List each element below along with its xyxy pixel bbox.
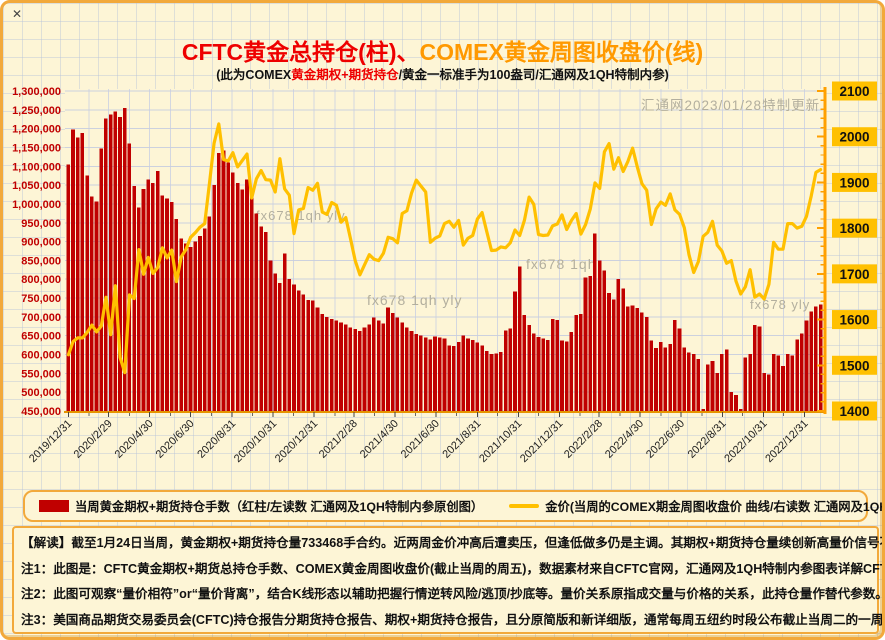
- notes-panel: 【解读】截至1月24日当周，黄金期权+期货持仓量733468手合约。近两周金价冲…: [12, 526, 885, 634]
- svg-text:2020/12/31: 2020/12/31: [273, 418, 320, 465]
- svg-text:fx678 1qh: fx678 1qh: [526, 256, 597, 272]
- svg-text:1800: 1800: [839, 221, 869, 236]
- subtitle-highlight: 黄金期权+期货持仓: [291, 68, 399, 82]
- svg-text:1400: 1400: [839, 404, 869, 419]
- svg-text:2022/10/31: 2022/10/31: [722, 418, 769, 465]
- svg-text:2021/4/30: 2021/4/30: [358, 418, 401, 461]
- close-icon[interactable]: ✕: [12, 7, 23, 21]
- svg-text:650,000: 650,000: [21, 331, 61, 343]
- svg-text:2020/4/30: 2020/4/30: [113, 418, 156, 461]
- svg-text:1500: 1500: [839, 358, 869, 373]
- svg-text:800,000: 800,000: [21, 274, 61, 286]
- svg-text:1,050,000: 1,050,000: [12, 180, 61, 192]
- svg-text:汇通网2023/01/28特制更新: 汇通网2023/01/28特制更新: [641, 98, 820, 113]
- svg-text:2021/12/31: 2021/12/31: [518, 418, 565, 465]
- svg-text:2021/6/30: 2021/6/30: [399, 418, 442, 461]
- svg-text:fx678 1qh yly: fx678 1qh yly: [367, 292, 463, 308]
- svg-text:1,300,000: 1,300,000: [12, 86, 61, 98]
- svg-text:450,000: 450,000: [21, 406, 61, 418]
- svg-text:1,100,000: 1,100,000: [12, 161, 61, 173]
- svg-text:1,200,000: 1,200,000: [12, 124, 61, 136]
- svg-text:500,000: 500,000: [21, 387, 61, 399]
- svg-text:1600: 1600: [839, 313, 869, 328]
- svg-text:2022/8/31: 2022/8/31: [686, 418, 729, 461]
- legend-bar-label: 当周黄金期权+期货持仓手数（红柱/左读数 汇通网及1QH特制内参原创图）: [75, 500, 484, 514]
- svg-text:550,000: 550,000: [21, 368, 61, 380]
- svg-text:2000: 2000: [839, 130, 869, 145]
- svg-text:2019/12/31: 2019/12/31: [27, 418, 74, 465]
- interpretation-text: 【解读】截至1月24日当周，黄金期权+期货持仓量733468手合约。近两周金价冲…: [21, 536, 885, 550]
- svg-text:900,000: 900,000: [21, 237, 61, 249]
- svg-text:2022/12/31: 2022/12/31: [763, 418, 810, 465]
- subtitle-post: /黄金一标准手为100盎司/汇通网及1QH特制内参): [398, 68, 669, 82]
- svg-text:850,000: 850,000: [21, 255, 61, 267]
- svg-text:750,000: 750,000: [21, 293, 61, 305]
- svg-text:1,250,000: 1,250,000: [12, 105, 61, 117]
- svg-text:2021/2/28: 2021/2/28: [317, 418, 360, 461]
- title-part-orange: COMEX黄金周图收盘价(线): [419, 39, 704, 65]
- legend-line-swatch: [509, 504, 540, 508]
- page-title: CFTC黄金总持仓(柱)、COMEX黄金周图收盘价(线): [3, 33, 882, 67]
- svg-text:2021/10/31: 2021/10/31: [477, 418, 524, 465]
- svg-text:2020/2/29: 2020/2/29: [72, 418, 115, 461]
- svg-text:2020/6/30: 2020/6/30: [154, 418, 197, 461]
- page-subtitle: (此为COMEX黄金期权+期货持仓/黄金一标准手为100盎司/汇通网及1QH特制…: [3, 64, 882, 83]
- svg-text:1,150,000: 1,150,000: [12, 142, 61, 154]
- subtitle-pre: (此为COMEX: [216, 68, 292, 82]
- svg-text:2022/4/30: 2022/4/30: [603, 418, 646, 461]
- svg-text:1,000,000: 1,000,000: [12, 199, 61, 211]
- svg-text:2100: 2100: [839, 84, 869, 99]
- svg-text:600,000: 600,000: [21, 350, 61, 362]
- svg-text:2022/6/30: 2022/6/30: [644, 418, 687, 461]
- svg-text:1900: 1900: [839, 175, 869, 190]
- svg-text:2020/8/31: 2020/8/31: [195, 418, 238, 461]
- svg-text:1700: 1700: [839, 267, 869, 282]
- svg-text:2022/2/28: 2022/2/28: [562, 418, 605, 461]
- legend-line-label: 金价(当周的COMEX期金周图收盘价 曲线/右读数 汇通网及1QH特制内参）: [545, 500, 882, 514]
- note-3: 注3：美国商品期货交易委员会(CFTC)持仓报告分期货持仓报告、期权+期货持仓报…: [21, 612, 885, 627]
- svg-text:700,000: 700,000: [21, 312, 61, 324]
- svg-text:2021/8/31: 2021/8/31: [440, 418, 483, 461]
- svg-text:950,000: 950,000: [21, 218, 61, 230]
- svg-text:2020/10/31: 2020/10/31: [232, 418, 279, 465]
- note-2: 注2：此图可观察“量价相符”or“量价背离”，结合K线形态以辅助把握行情逆转风险…: [21, 587, 885, 601]
- title-part-red: CFTC黄金总持仓(柱)、: [181, 39, 420, 65]
- chart-legend: 当周黄金期权+期货持仓手数（红柱/左读数 汇通网及1QH特制内参原创图） 金价(…: [23, 490, 882, 522]
- legend-bar-swatch: [39, 500, 69, 512]
- note-1: 注1：此图是：CFTC黄金期权+期货总持仓手数、COMEX黄金周图收盘价(截止当…: [21, 561, 885, 576]
- gold-positions-price-chart: 450,000 500,000 550,000 600,000 650,000 700,0…: [12, 81, 877, 465]
- svg-text:fx678 yly: fx678 yly: [750, 297, 810, 312]
